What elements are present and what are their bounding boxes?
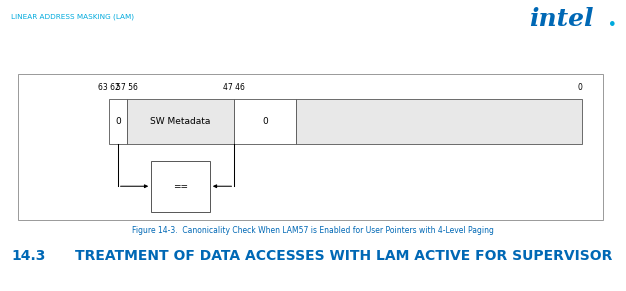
- Text: 63 62: 63 62: [98, 83, 120, 92]
- Bar: [234, 99, 296, 144]
- Bar: [151, 161, 210, 212]
- Text: ==: ==: [173, 182, 188, 191]
- Text: 0: 0: [262, 117, 268, 126]
- Text: Figure 14-3.  Canonicality Check When LAM57 is Enabled for User Pointers with 4-: Figure 14-3. Canonicality Check When LAM…: [132, 226, 494, 235]
- Text: 14.3: 14.3: [11, 249, 46, 263]
- Bar: [18, 74, 603, 220]
- Bar: [296, 99, 582, 144]
- Text: intel: intel: [529, 7, 593, 31]
- Text: 57 56: 57 56: [116, 83, 138, 92]
- Text: .: .: [608, 7, 617, 31]
- Bar: [127, 99, 234, 144]
- Bar: [109, 99, 127, 144]
- Text: SW Metadata: SW Metadata: [150, 117, 211, 126]
- Text: 47 46: 47 46: [223, 83, 245, 92]
- Text: 0: 0: [578, 83, 582, 92]
- Text: LINEAR ADDRESS MASKING (LAM): LINEAR ADDRESS MASKING (LAM): [11, 13, 134, 19]
- Text: TREATMENT OF DATA ACCESSES WITH LAM ACTIVE FOR SUPERVISOR: TREATMENT OF DATA ACCESSES WITH LAM ACTI…: [75, 249, 612, 263]
- Text: 0: 0: [115, 117, 121, 126]
